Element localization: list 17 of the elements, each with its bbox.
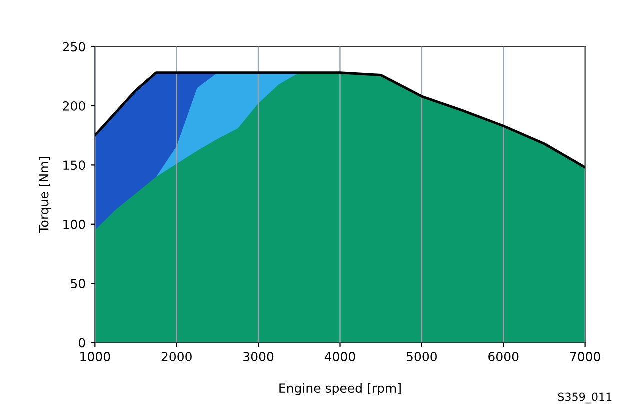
x-tick-label: 5000 xyxy=(406,352,437,362)
y-tick-label: 50 xyxy=(71,279,86,289)
text: S359_011 xyxy=(558,392,612,404)
x-axis-title: Engine speed [rpm] xyxy=(280,383,401,396)
y-tick-label: 250 xyxy=(63,42,86,52)
x-tick-label: 1000 xyxy=(80,352,110,362)
x-tick-label: 3000 xyxy=(244,352,274,362)
x-tick-label: 4000 xyxy=(324,352,356,362)
x-tick-label: 7000 xyxy=(570,352,600,362)
y-tick-label: 100 xyxy=(64,220,86,230)
y-tick-label: 150 xyxy=(64,160,86,170)
x-tick-label: 2000 xyxy=(162,352,192,362)
line-series xyxy=(95,72,586,169)
x-tick-label: 6000 xyxy=(488,352,519,362)
y-axis-title: Torque [Nm] xyxy=(39,157,52,234)
y-tick-label: 200 xyxy=(63,101,86,111)
y-tick-label: 0 xyxy=(79,338,86,348)
